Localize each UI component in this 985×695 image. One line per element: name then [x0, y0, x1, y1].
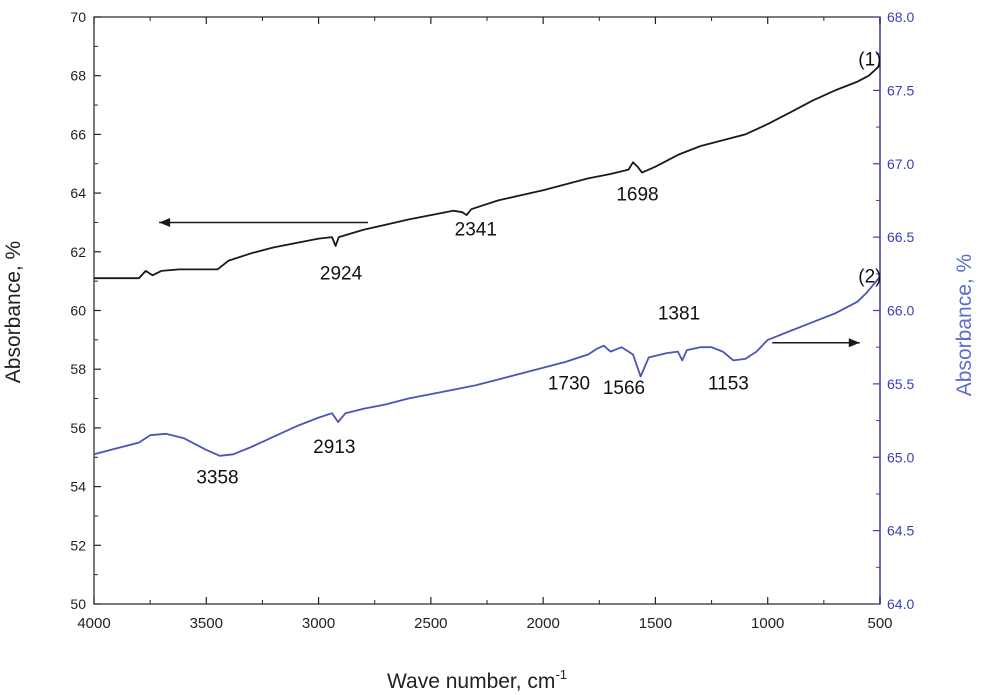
- peak-label: 3358: [196, 468, 238, 489]
- y-left-axis-title: Absorbance, %: [2, 241, 25, 383]
- y-left-tick-label: 60: [70, 303, 86, 319]
- plot-frame: [93, 16, 881, 605]
- x-tick-label: 2500: [414, 615, 447, 632]
- arrow-head-right: [848, 338, 860, 348]
- x-tick-label: 4000: [77, 615, 110, 632]
- y-right-tick-label: 65.0: [887, 449, 914, 465]
- peak-label: 1381: [658, 303, 700, 324]
- x-tick-label: 1500: [639, 615, 672, 632]
- x-tick-label: 3000: [302, 615, 335, 632]
- left-axis-ticks: 50 52 54 56 58 60 62 64 66 68 70: [70, 9, 101, 612]
- x-axis-title-text: Wave number, cm: [387, 670, 555, 693]
- y-right-axis-title: Absorbance, %: [953, 254, 976, 396]
- y-left-tick-label: 58: [70, 361, 86, 377]
- peak-label: (1): [858, 49, 881, 70]
- peak-label: 1153: [708, 374, 749, 395]
- y-left-tick-label: 66: [70, 126, 86, 142]
- y-right-tick-label: 66.5: [887, 229, 914, 245]
- x-tick-label: 500: [867, 615, 892, 632]
- y-left-tick-label: 70: [70, 9, 86, 25]
- y-right-tick-label: 64.0: [887, 596, 914, 612]
- x-tick-label: 1000: [751, 615, 784, 632]
- series-lines: [93, 64, 881, 457]
- x-axis-title-superscript: -1: [555, 667, 567, 682]
- series-line-2: [93, 276, 881, 457]
- series-line-1: [94, 64, 881, 280]
- y-left-tick-label: 68: [70, 68, 86, 84]
- peak-label: 1698: [616, 184, 658, 205]
- peak-label: (2): [858, 267, 881, 288]
- y-right-tick-label: 66.0: [887, 303, 914, 319]
- peak-label: 2341: [455, 220, 497, 241]
- peak-annotations: (1) 2924 2341 1698 (2) 1381 1730 1566 1153 2913 33…: [196, 49, 881, 488]
- x-axis-ticks: 4000 3500 3000 2500 2000 1500 1000 500: [77, 17, 893, 632]
- y-right-tick-label: 64.5: [887, 523, 914, 539]
- x-axis-title: Wave number, cm-1: [387, 667, 567, 693]
- y-left-tick-label: 52: [70, 537, 86, 553]
- x-tick-label: 2000: [526, 615, 559, 632]
- peak-label: 1730: [548, 374, 590, 395]
- y-right-tick-label: 65.5: [887, 376, 914, 392]
- y-left-tick-label: 64: [70, 185, 86, 201]
- arrow-head-left: [159, 217, 171, 227]
- y-right-tick-label: 67.0: [887, 156, 914, 172]
- y-left-tick-label: 56: [70, 420, 86, 436]
- y-left-tick-label: 54: [70, 479, 86, 495]
- peak-label: 1566: [603, 378, 645, 399]
- peak-label: 2913: [313, 437, 355, 458]
- y-left-tick-label: 50: [70, 596, 86, 612]
- y-left-tick-label: 62: [70, 244, 86, 260]
- peak-label: 2924: [320, 264, 363, 285]
- right-axis-ticks: 64.0 64.5 65.0 65.5 66.0 66.5 67.0 67.5 68.0: [873, 9, 914, 612]
- y-right-tick-label: 68.0: [887, 9, 914, 25]
- direction-arrows: [159, 217, 860, 348]
- x-tick-label: 3500: [190, 615, 223, 632]
- y-right-tick-label: 67.5: [887, 82, 914, 98]
